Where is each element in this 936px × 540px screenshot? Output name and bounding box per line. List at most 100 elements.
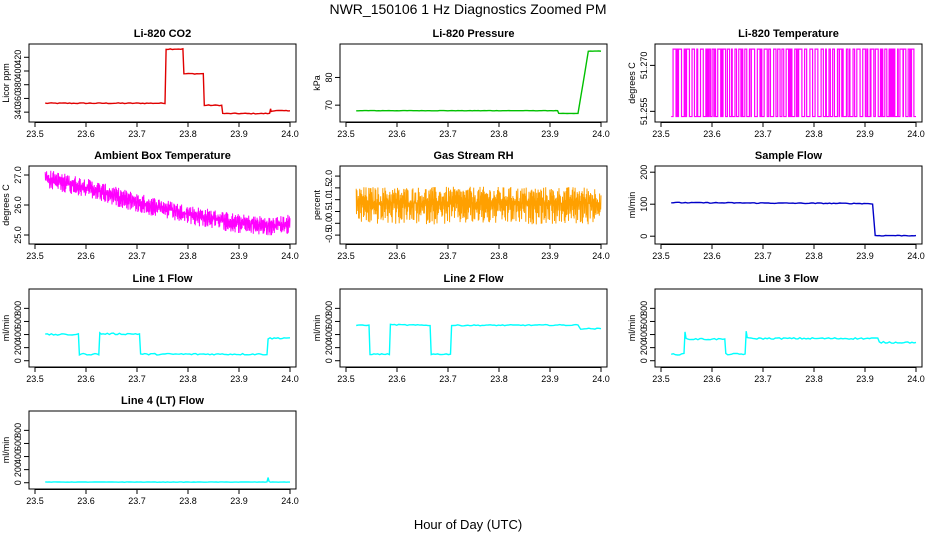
- x-tick-label: 23.6: [703, 374, 721, 384]
- x-tick-label: 24.0: [592, 129, 610, 139]
- panel-title: Sample Flow: [755, 150, 823, 162]
- series-line: [45, 477, 290, 484]
- x-tick-label: 23.5: [652, 374, 670, 384]
- x-tick-label: 23.8: [805, 374, 823, 384]
- y-axis-label: percent: [312, 189, 322, 220]
- x-tick-label: 23.6: [703, 251, 721, 261]
- panel-licor-temp: Li-820 Temperature degrees C 23.5 23.6 23.7 2…: [627, 28, 925, 139]
- y-tick-label: 200: [13, 340, 23, 355]
- y-tick-label: 380: [13, 77, 23, 92]
- y-tick-label: 0: [639, 234, 649, 239]
- series-line: [45, 47, 291, 115]
- y-tick-label: 600: [13, 314, 23, 329]
- x-tick-label: 23.5: [26, 129, 44, 139]
- x-tick-label: 23.8: [179, 374, 197, 384]
- plot-frame: [28, 43, 297, 123]
- x-tick-label: 23.9: [230, 374, 248, 384]
- y-tick-label: 51.270: [639, 52, 649, 80]
- x-tick-label: 23.8: [805, 129, 823, 139]
- y-tick-label: 200: [639, 340, 649, 355]
- panel-title: Line 1 Flow: [133, 273, 193, 285]
- x-tick-label: 23.7: [439, 374, 457, 384]
- panel-co2: Li-820 CO2 Licor ppm 23.5 23.6 23.7 23.8 23.9 2…: [1, 28, 299, 139]
- y-tick-label: 80: [324, 72, 334, 82]
- x-tick-label: 23.6: [703, 129, 721, 139]
- x-tick-label: 23.9: [230, 251, 248, 261]
- y-tick-label: 800: [13, 423, 23, 438]
- y-axis-label: degrees C: [627, 62, 637, 104]
- x-tick-label: 23.9: [541, 374, 559, 384]
- x-tick-label: 23.9: [856, 374, 874, 384]
- x-tick-label: 23.5: [337, 251, 355, 261]
- panel-line2-flow: Line 2 Flow ml/min 23.5 23.6 23.7 23.8 23.9 24.…: [312, 273, 610, 384]
- y-tick-label: 600: [324, 314, 334, 329]
- series-line: [44, 170, 291, 236]
- x-tick-label: 23.8: [490, 129, 508, 139]
- y-axis-label: Licor ppm: [1, 63, 11, 103]
- y-axis-label: ml/min: [627, 315, 637, 342]
- y-tick-label: 1.5: [324, 182, 334, 195]
- y-axis-label: ml/min: [312, 315, 322, 342]
- x-tick-label: 23.6: [77, 251, 95, 261]
- panel-title: Line 3 Flow: [759, 273, 819, 285]
- x-tick-label: 23.7: [128, 251, 146, 261]
- plot-frame: [28, 288, 297, 368]
- y-tick-label: 800: [324, 301, 334, 316]
- y-tick-label: 0: [13, 358, 23, 363]
- figure-title: NWR_150106 1 Hz Diagnostics Zoomed PM: [329, 1, 607, 17]
- y-tick-label: 70: [324, 100, 334, 110]
- x-tick-label: 24.0: [281, 129, 299, 139]
- x-tick-label: 23.6: [388, 129, 406, 139]
- panel-line4-flow: Line 4 (LT) Flow ml/min 23.5 23.6 23.7 23.8 23…: [1, 395, 299, 506]
- x-tick-label: 24.0: [907, 129, 925, 139]
- y-tick-label: 200: [639, 165, 649, 180]
- series-line: [671, 48, 916, 118]
- x-tick-label: 23.8: [179, 251, 197, 261]
- x-tick-label: 24.0: [907, 251, 925, 261]
- x-tick-label: 24.0: [592, 251, 610, 261]
- panel-title: Line 2 Flow: [444, 273, 504, 285]
- x-tick-label: 23.8: [490, 251, 508, 261]
- series-line: [355, 186, 602, 225]
- y-tick-label: 0: [13, 480, 23, 485]
- x-tick-label: 23.6: [388, 374, 406, 384]
- series-line: [356, 50, 602, 115]
- plot-frame: [654, 165, 923, 245]
- x-tick-label: 23.5: [652, 251, 670, 261]
- x-tick-label: 23.5: [652, 129, 670, 139]
- y-tick-label: 340: [13, 105, 23, 120]
- panel-title: Line 4 (LT) Flow: [121, 395, 204, 407]
- x-tick-label: 23.7: [439, 251, 457, 261]
- x-tick-label: 23.8: [179, 496, 197, 506]
- x-axis-caption: Hour of Day (UTC): [413, 517, 523, 532]
- x-tick-label: 23.9: [230, 496, 248, 506]
- y-tick-label: 0: [639, 358, 649, 363]
- y-tick-label: 400: [13, 63, 23, 78]
- y-tick-label: 360: [13, 91, 23, 106]
- panel-box-temp: Ambient Box Temperature degrees C 23.5 23.6…: [1, 150, 299, 261]
- x-tick-label: 23.7: [128, 496, 146, 506]
- panel-title: Li-820 CO2: [134, 28, 191, 40]
- x-tick-label: 23.6: [77, 374, 95, 384]
- series-line: [671, 201, 917, 237]
- panel-line3-flow: Line 3 Flow ml/min 23.5 23.6 23.7 23.8 23.9 24.…: [627, 273, 925, 384]
- x-tick-label: 23.6: [77, 496, 95, 506]
- y-axis-label: kPa: [312, 75, 322, 91]
- x-tick-label: 23.6: [77, 129, 95, 139]
- x-tick-label: 23.5: [337, 374, 355, 384]
- y-tick-label: -0.5: [324, 227, 334, 243]
- y-tick-label: 27.0: [13, 166, 23, 184]
- y-axis-label: ml/min: [1, 315, 11, 342]
- y-tick-label: 400: [324, 327, 334, 342]
- y-tick-label: 200: [13, 462, 23, 477]
- x-tick-label: 23.7: [754, 129, 772, 139]
- x-tick-label: 23.9: [541, 251, 559, 261]
- y-tick-label: 0.0: [324, 217, 334, 230]
- y-tick-label: 600: [639, 314, 649, 329]
- panel-title: Ambient Box Temperature: [94, 150, 231, 162]
- y-tick-label: 0.5: [324, 205, 334, 218]
- y-axis-label: ml/min: [1, 437, 11, 464]
- y-tick-label: 200: [324, 340, 334, 355]
- x-tick-label: 23.6: [388, 251, 406, 261]
